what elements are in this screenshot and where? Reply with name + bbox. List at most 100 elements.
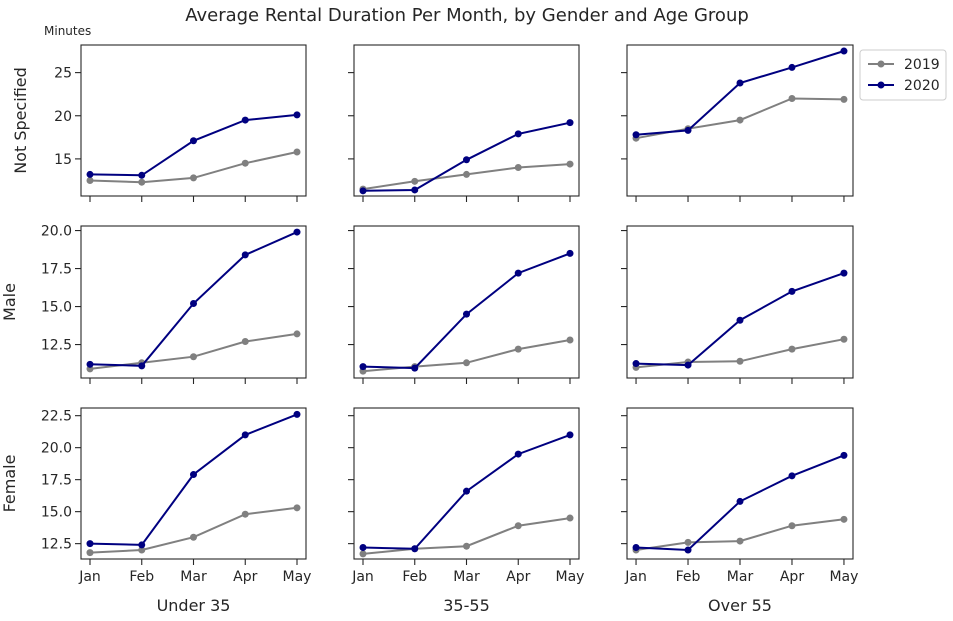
column-label-under-35: Under 35: [157, 596, 231, 615]
data-point: [241, 159, 249, 167]
x-tick-label: Feb: [676, 569, 701, 585]
legend-entry-2019: 2019: [868, 57, 940, 73]
legend: 2019 2020: [859, 49, 947, 101]
data-point: [788, 63, 796, 71]
data-point: [736, 357, 744, 365]
series-2020: [86, 410, 301, 549]
data-point: [138, 171, 146, 179]
chart-title: Average Rental Duration Per Month, by Ge…: [185, 5, 749, 26]
data-point: [463, 487, 470, 495]
legend-label: 2019: [904, 57, 940, 73]
legend-swatch-marker: [877, 81, 885, 89]
y-tick-label: 15.0: [41, 505, 72, 521]
data-point: [566, 514, 574, 522]
data-point: [463, 170, 470, 178]
data-point: [514, 450, 522, 458]
data-point: [86, 540, 94, 548]
x-tick-label: Mar: [453, 569, 480, 585]
data-point: [86, 170, 94, 178]
data-point: [411, 186, 419, 194]
y-tick-label: 12.5: [41, 338, 72, 354]
data-point: [514, 345, 522, 353]
series-2019: [632, 94, 848, 142]
panel-not-specified-under-35: 15 20 25: [54, 44, 307, 202]
panel-grid: 15 20 25 12.5 15.0 17.5 20.0 Jan Feb Mar Apr May 12.…: [0, 44, 858, 615]
data-point: [566, 249, 574, 257]
data-point: [293, 148, 301, 156]
y-tick-label: 20: [54, 109, 72, 125]
data-point: [514, 522, 522, 530]
y-tick-label: 17.5: [41, 473, 72, 489]
series-2019: [359, 160, 574, 193]
data-point: [632, 360, 640, 368]
data-point: [359, 363, 367, 371]
panel-female-35-55: Jan Feb Mar Apr May: [348, 407, 585, 585]
row-label-male: Male: [0, 283, 19, 321]
panel-not-specified-over-55: [621, 44, 854, 202]
data-point: [359, 550, 367, 558]
data-point: [788, 472, 796, 480]
y-unit-label: Minutes: [44, 24, 91, 38]
panel-female-under-35: Jan Feb Mar Apr May 12.5 15.0 17.5 20.0 22.5: [41, 407, 311, 585]
data-point: [138, 546, 146, 554]
series-2020: [86, 111, 301, 179]
data-point: [190, 533, 197, 541]
data-point: [736, 497, 744, 505]
series-2020: [632, 451, 848, 554]
panel-frame: [80, 44, 307, 197]
data-point: [632, 131, 640, 139]
data-point: [840, 95, 848, 103]
x-tick-label: May: [556, 569, 585, 585]
data-point: [514, 130, 522, 138]
series-2020: [632, 269, 848, 369]
panel-female-over-55: Jan Feb Mar Apr May: [621, 407, 858, 585]
data-point: [190, 300, 197, 308]
x-tick-label: Jan: [78, 569, 101, 585]
column-label-35-55: 35-55: [443, 596, 490, 615]
x-tick-label: Apr: [233, 569, 257, 585]
series-line-2019: [635, 518, 845, 551]
data-point: [840, 47, 848, 55]
y-tick-label: 20.0: [41, 224, 72, 240]
panel-frame: [626, 407, 854, 560]
data-point: [86, 176, 94, 184]
legend-entry-2020: 2020: [868, 78, 940, 94]
series-2019: [86, 148, 301, 186]
series-2019: [86, 504, 301, 557]
data-point: [293, 111, 301, 119]
data-point: [411, 545, 419, 553]
data-point: [840, 269, 848, 277]
data-point: [840, 335, 848, 343]
data-point: [736, 537, 744, 545]
series-2020: [359, 431, 574, 553]
data-point: [241, 338, 249, 346]
data-point: [359, 187, 367, 195]
data-point: [241, 116, 249, 124]
data-point: [241, 431, 249, 439]
y-tick-label: 12.5: [41, 537, 72, 553]
data-point: [463, 156, 470, 164]
y-tick-label: 17.5: [41, 262, 72, 278]
data-point: [138, 178, 146, 186]
y-tick-label: 22.5: [41, 409, 72, 425]
data-point: [684, 126, 692, 134]
series-2020: [86, 228, 301, 370]
x-tick-label: Feb: [402, 569, 427, 585]
x-tick-label: Jan: [351, 569, 374, 585]
column-label-over-55: Over 55: [708, 596, 772, 615]
data-point: [411, 364, 419, 372]
data-point: [293, 410, 301, 418]
data-point: [788, 94, 796, 102]
panel-frame: [626, 225, 854, 379]
data-point: [684, 361, 692, 369]
data-point: [632, 543, 640, 551]
panel-not-specified-35-55: [348, 44, 580, 202]
data-point: [566, 431, 574, 439]
data-point: [293, 504, 301, 512]
data-point: [138, 541, 146, 549]
y-tick-label: 20.0: [41, 441, 72, 457]
row-label-female: Female: [0, 455, 19, 513]
x-tick-label: Mar: [180, 569, 207, 585]
panel-male-over-55: [621, 225, 854, 384]
